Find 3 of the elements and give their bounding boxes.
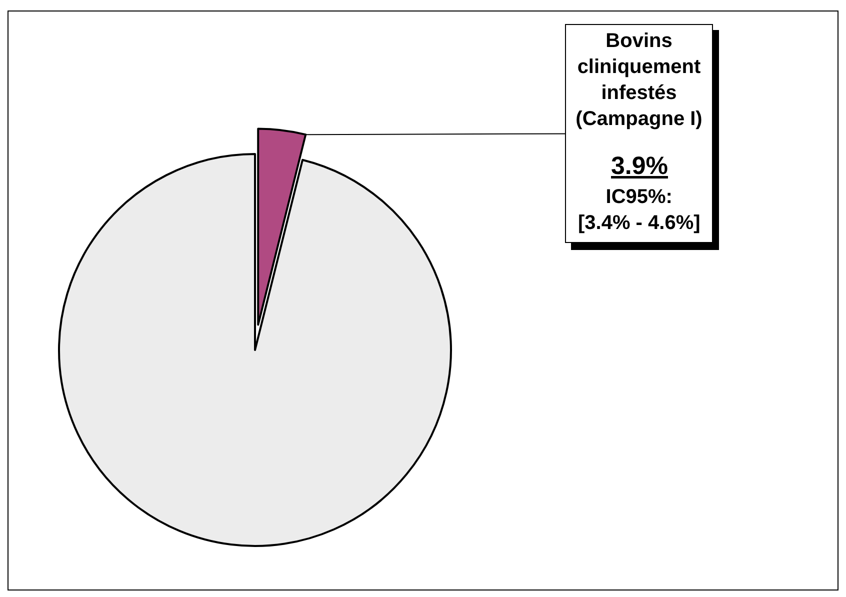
data-label: 3.9%	[611, 152, 668, 180]
text: IC95%: [3.4% - 4.6%]	[578, 186, 700, 234]
slice-label: Bovins cliniquement infestés (Campagne I)	[576, 30, 702, 130]
